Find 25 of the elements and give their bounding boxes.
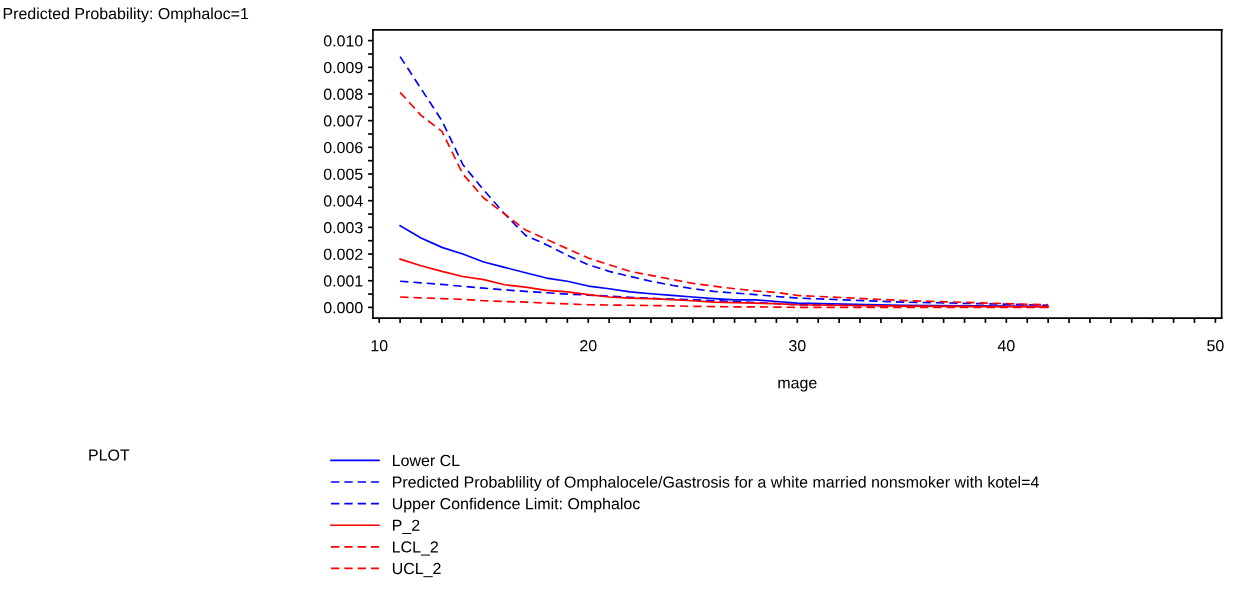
legend-label: UCL_2 xyxy=(392,562,441,578)
y-tick-label: 0.008 xyxy=(323,88,363,100)
y-tick-label: 0.007 xyxy=(323,115,363,127)
legend-label: LCL_2 xyxy=(393,541,438,556)
y-tick-label: 0.000 xyxy=(323,302,363,314)
x-tick-label: 40 xyxy=(997,340,1015,352)
y-tick-label: 0.004 xyxy=(323,195,363,207)
x-axis-title: mage xyxy=(778,379,817,392)
legend-label: Lower CL xyxy=(393,454,460,467)
y-tick-label: 0.010 xyxy=(323,35,363,47)
y-tick-label: 0.001 xyxy=(323,275,363,287)
x-tick-label: 30 xyxy=(789,340,806,352)
x-tick-label: 50 xyxy=(1207,340,1224,352)
x-tick-label: 20 xyxy=(580,340,597,352)
y-tick-label: 0.009 xyxy=(323,61,363,74)
y-tick-label: 0.002 xyxy=(323,248,363,260)
legend-label: Predicted Probablility of Omphalocele/Gastrosis for a white married nonsmoker with kotel=4 xyxy=(393,476,1039,491)
y-axis-title: Predicted Probability: Omphaloc=1 xyxy=(3,7,249,23)
x-tick-label: 10 xyxy=(371,340,388,352)
y-tick-label: 0.005 xyxy=(323,168,363,180)
legend-label: Upper Confidence Limit: Omphaloc xyxy=(392,497,640,513)
legend-title: PLOT xyxy=(89,449,130,461)
legend-label: P_2 xyxy=(393,519,420,534)
y-tick-label: 0.006 xyxy=(323,141,363,154)
y-tick-label: 0.003 xyxy=(323,222,363,234)
